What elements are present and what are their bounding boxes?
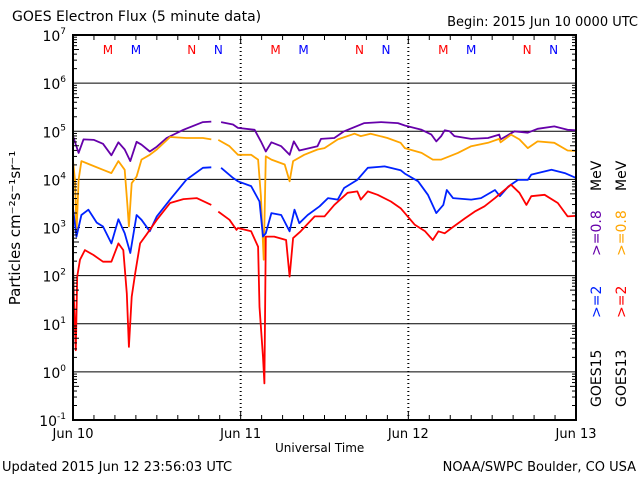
event-marker: N <box>523 43 532 57</box>
y-tick-exponent: 6 <box>60 75 66 85</box>
source-credit: NOAA/SWPC Boulder, CO USA <box>442 460 636 475</box>
legend-unit: MeV <box>614 160 630 191</box>
y-tick-exponent: 4 <box>60 171 66 181</box>
y-tick-label: 102 <box>42 268 66 286</box>
y-tick-exponent: 0 <box>60 364 66 374</box>
legend-energy: >=2 <box>614 286 630 318</box>
event-marker: N <box>187 43 196 57</box>
legend-energy: >=0.8 <box>614 210 630 256</box>
legend-energy: >=2 <box>589 286 605 318</box>
event-marker: N <box>549 43 558 57</box>
y-tick-exponent: 2 <box>60 268 66 278</box>
event-marker: M <box>298 43 308 57</box>
event-marker: N <box>381 43 390 57</box>
legend-satellite: GOES15 <box>589 350 605 407</box>
x-tick-label: Jun 13 <box>555 427 597 442</box>
y-tick-exponent: 7 <box>60 27 66 37</box>
plot-frame <box>72 34 577 421</box>
y-axis-label: Particles cm⁻²s⁻¹sr⁻¹ <box>6 151 24 305</box>
event-marker: M <box>103 43 113 57</box>
begin-time: Begin: 2015 Jun 10 0000 UTC <box>447 15 638 30</box>
series-line-goes15-0-8-mev <box>72 120 577 162</box>
y-tick-exponent: 5 <box>60 123 66 133</box>
event-marker: N <box>214 43 223 57</box>
event-marker: M <box>270 43 280 57</box>
y-tick-label: 103 <box>42 220 66 238</box>
x-tick-label: Jun 10 <box>52 427 94 442</box>
legend-unit: MeV <box>589 160 605 191</box>
x-tick-label: Jun 11 <box>219 427 261 442</box>
x-axis-label: Universal Time <box>275 441 365 455</box>
series-line-goes13-0-8-mev <box>72 132 577 261</box>
y-tick-label: 106 <box>42 75 66 93</box>
event-marker: M <box>466 43 476 57</box>
y-tick-label: 104 <box>42 171 66 189</box>
y-tick-label: 107 <box>42 27 66 45</box>
event-marker: M <box>438 43 448 57</box>
x-tick-label: Jun 12 <box>387 427 429 442</box>
legend-energy: >=0.8 <box>589 210 605 256</box>
y-tick-exponent: -1 <box>57 412 66 422</box>
series-line-goes13-2-mev <box>72 183 577 385</box>
y-tick-label: 101 <box>42 316 66 334</box>
y-tick-exponent: 1 <box>60 316 66 326</box>
y-tick-label: 105 <box>42 123 66 141</box>
chart-title: GOES Electron Flux (5 minute data) <box>12 9 262 25</box>
legend-satellite: GOES13 <box>614 350 630 407</box>
y-tick-label: 100 <box>42 364 66 382</box>
event-marker: N <box>355 43 364 57</box>
event-marker: M <box>131 43 141 57</box>
y-tick-exponent: 3 <box>60 220 66 230</box>
updated-timestamp: Updated 2015 Jun 12 23:56:03 UTC <box>2 460 233 475</box>
